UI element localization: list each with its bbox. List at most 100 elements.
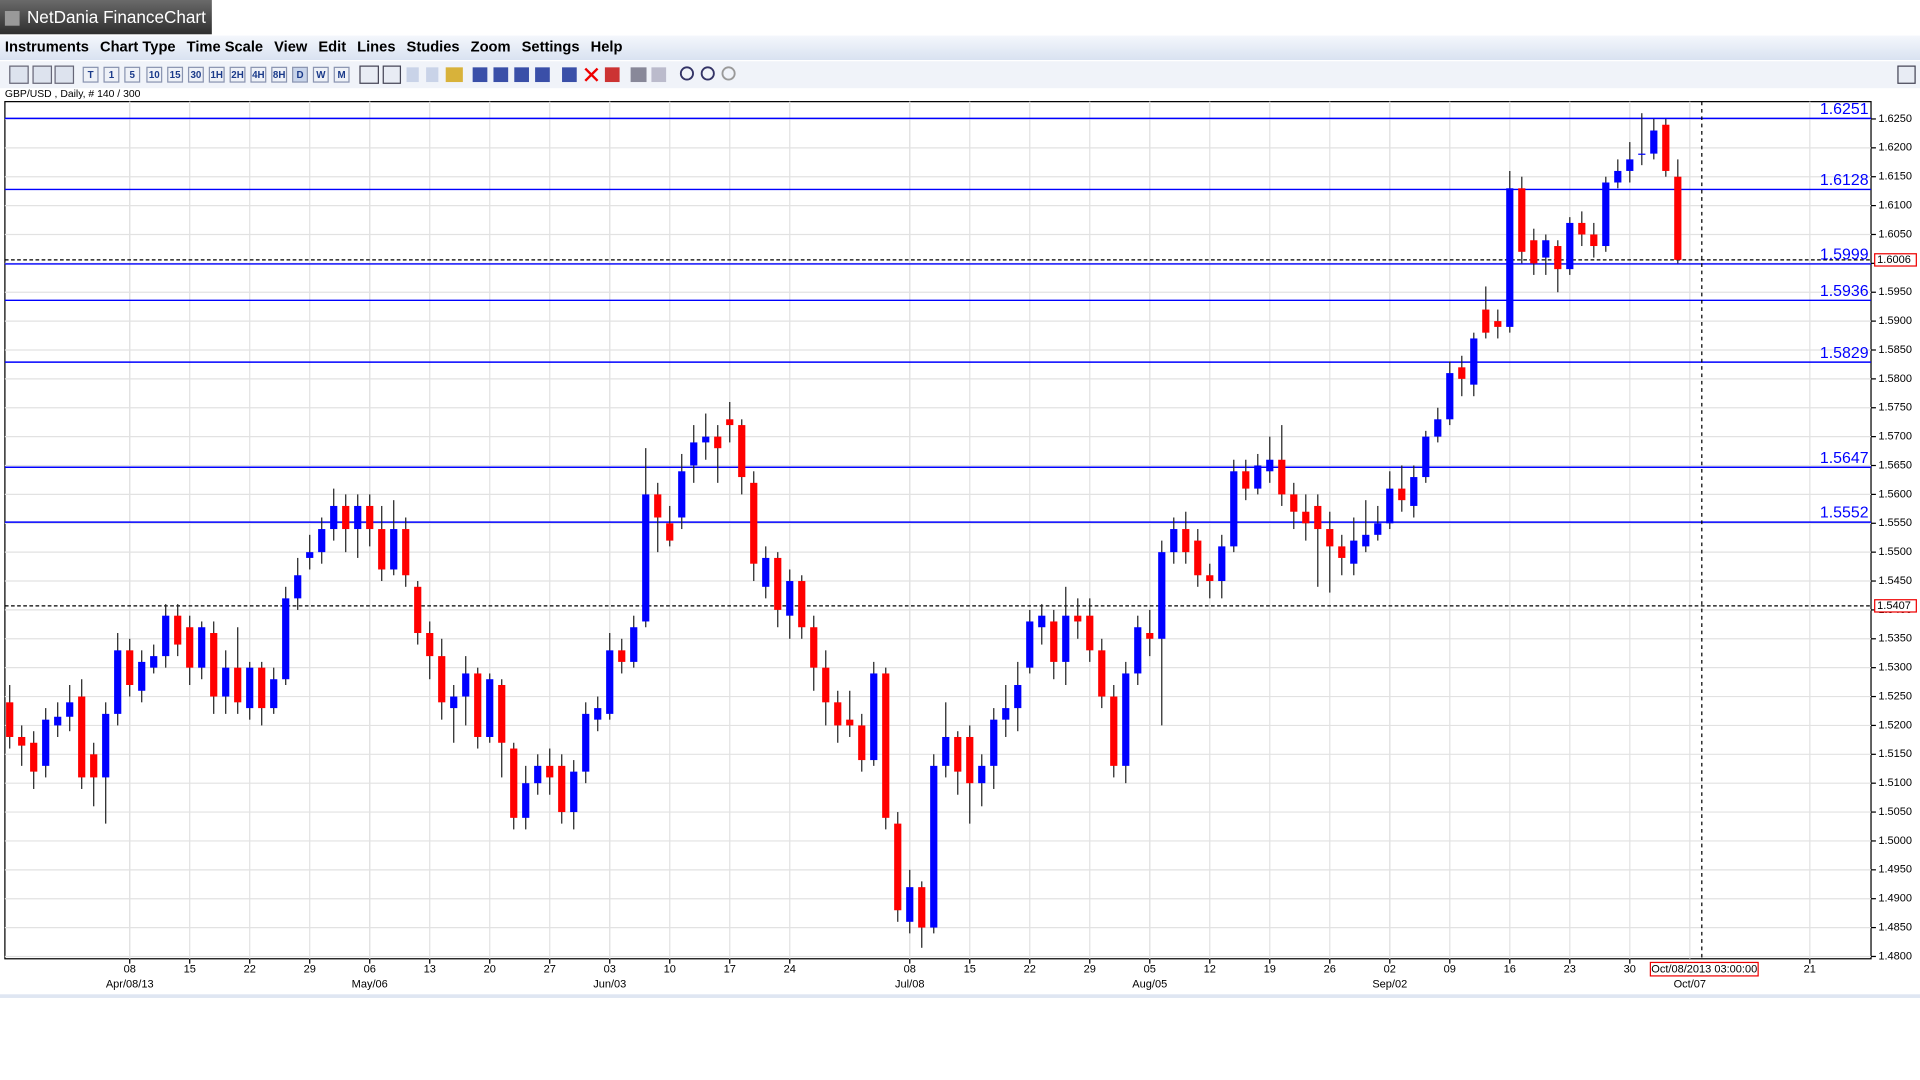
tool-icon[interactable] (426, 67, 439, 83)
timescale-button[interactable] (167, 66, 184, 83)
candle-body (306, 552, 314, 558)
crosshair-tool[interactable] (359, 65, 379, 84)
candle-body (606, 650, 614, 714)
print-tool[interactable] (630, 67, 647, 83)
candle-body (534, 765, 542, 784)
line-tool[interactable] (493, 67, 509, 83)
timescale-label: 15 (170, 70, 181, 81)
menu-item[interactable]: Instruments (5, 40, 89, 56)
candle-body (1434, 419, 1442, 437)
cursor-label-box (1649, 961, 1759, 977)
candle-body (1050, 621, 1058, 662)
zoom-in-tool[interactable] (679, 66, 694, 81)
timescale-button[interactable] (208, 66, 225, 83)
menu-item[interactable]: Zoom (471, 40, 511, 56)
candle-body (666, 523, 674, 541)
candle-body (990, 719, 998, 766)
tool-icon[interactable] (406, 67, 419, 83)
y-tick-label: 1.5200 (1878, 719, 1912, 731)
candle-body (1638, 153, 1646, 155)
line-tool[interactable] (472, 67, 488, 83)
candle-body (1374, 523, 1382, 535)
timescale-button[interactable] (229, 66, 246, 83)
menu-item[interactable]: Time Scale (187, 40, 263, 56)
y-tick-label: 1.5600 (1878, 488, 1912, 500)
timescale-button[interactable] (187, 66, 204, 83)
timescale-label: 2H (231, 70, 244, 81)
cursor-label: Oct/08/2013 03:00:00 (1651, 964, 1757, 976)
level-label: 1.5647 (1820, 450, 1869, 467)
candle-body (750, 482, 758, 564)
timescale-button[interactable] (82, 66, 99, 83)
candle-body (1410, 477, 1418, 506)
x-tick-label: 30 (1624, 964, 1636, 976)
timescale-button[interactable] (146, 66, 163, 83)
candle-body (1314, 505, 1322, 530)
candle-body (1158, 552, 1166, 639)
timescale-button[interactable] (250, 66, 267, 83)
y-tick-label: 1.5900 (1878, 315, 1912, 327)
menu-item[interactable]: Studies (407, 40, 460, 56)
timescale-button[interactable] (103, 66, 120, 83)
candle-body (846, 719, 854, 726)
grid-tool[interactable] (382, 65, 402, 84)
timescale-label: 4H (252, 70, 265, 81)
candle-body (966, 736, 974, 784)
preview-tool[interactable] (651, 67, 667, 83)
menu-item[interactable]: Settings (522, 40, 580, 56)
y-tick-label: 1.5300 (1878, 662, 1912, 674)
candle-body (354, 505, 362, 530)
candle-body (834, 702, 842, 726)
candle-body (1146, 633, 1154, 639)
x-tick-label: 29 (1084, 964, 1096, 976)
candle-body (1254, 465, 1262, 489)
candle-body (810, 627, 818, 668)
line-tool[interactable] (562, 67, 577, 83)
delete-all-tool[interactable] (604, 67, 620, 83)
zoom-out-tool[interactable] (700, 66, 715, 81)
line-tool[interactable] (535, 67, 550, 83)
menu-item[interactable]: Help (591, 40, 623, 56)
candle-body (1470, 338, 1478, 385)
title-bar (0, 0, 1920, 36)
toolbar-icons (9, 65, 1916, 84)
tool-icon[interactable] (54, 65, 75, 84)
panel-button[interactable] (1897, 65, 1916, 84)
y-tick-label: 1.5850 (1878, 344, 1912, 356)
timescale-button[interactable] (271, 66, 288, 83)
x-tick-label: 24 (784, 964, 796, 976)
window-title: NetDania FinanceChart (27, 7, 206, 27)
tool-icon[interactable] (32, 65, 53, 84)
candle-body (774, 557, 782, 610)
candle-body (1218, 546, 1226, 582)
candle-body (114, 650, 122, 714)
x-tick-label: 23 (1564, 964, 1576, 976)
candle-body (738, 425, 746, 478)
line-tool[interactable] (514, 67, 529, 83)
x-tick-label: 22 (1024, 964, 1036, 976)
menu-item[interactable]: Lines (357, 40, 395, 56)
tool-icon[interactable] (9, 65, 29, 84)
candle-body (522, 783, 530, 818)
candle-body (1242, 471, 1250, 489)
timescale-button[interactable] (124, 66, 141, 83)
chart-type-icon[interactable] (445, 67, 463, 83)
x-tick-label: 15 (184, 964, 196, 976)
delete-tool[interactable] (584, 67, 599, 82)
menu-item[interactable]: View (274, 40, 308, 56)
x-tick-label: 19 (1264, 964, 1276, 976)
timescale-button[interactable] (312, 66, 329, 83)
timescale-label: 1H (210, 70, 223, 81)
candle-body (1062, 615, 1070, 662)
x-tick-label: 26 (1324, 964, 1336, 976)
candle-body (1206, 575, 1214, 582)
zoom-reset-tool[interactable] (721, 66, 736, 81)
candle-body (1362, 534, 1370, 547)
timescale-button[interactable] (292, 66, 308, 83)
menu-item[interactable]: Chart Type (100, 40, 176, 56)
candle-body (1230, 471, 1238, 547)
candle-body (870, 673, 878, 761)
menu-item[interactable]: Edit (318, 40, 346, 56)
timescale-button[interactable] (333, 66, 350, 83)
candle-body (1086, 615, 1094, 651)
